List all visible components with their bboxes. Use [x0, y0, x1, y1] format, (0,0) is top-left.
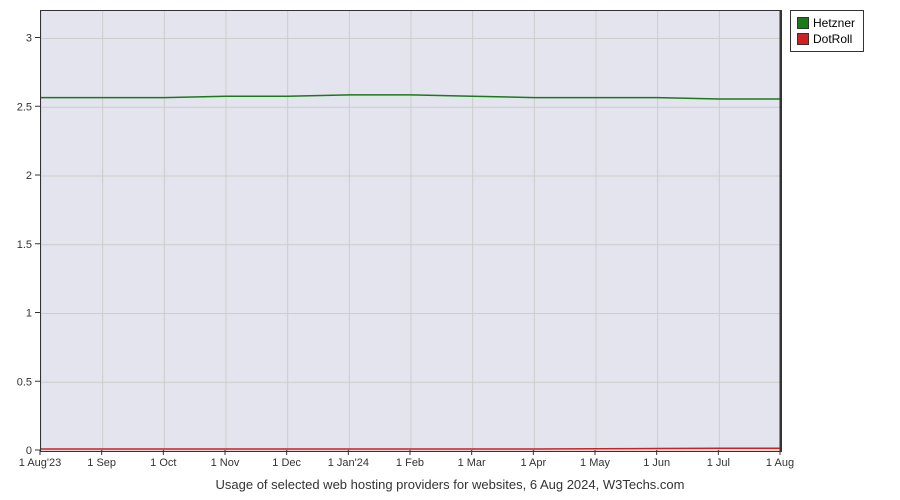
svg-text:2.5: 2.5: [17, 101, 32, 113]
svg-text:1.5: 1.5: [17, 239, 32, 251]
chart-caption: Usage of selected web hosting providers …: [0, 477, 900, 492]
svg-text:1 Feb: 1 Feb: [396, 457, 424, 469]
y-ticks: 0 0.5 1 1.5 2 2.5 3: [17, 33, 40, 458]
legend: Hetzner DotRoll: [790, 10, 864, 52]
svg-text:1 Apr: 1 Apr: [520, 457, 546, 469]
svg-text:2: 2: [26, 170, 32, 182]
legend-label-dotroll: DotRoll: [813, 31, 852, 47]
svg-text:1: 1: [26, 308, 32, 320]
svg-text:1 Mar: 1 Mar: [458, 457, 486, 469]
legend-swatch-dotroll: [797, 33, 809, 45]
legend-item-hetzner: Hetzner: [797, 15, 855, 31]
svg-text:1 Aug: 1 Aug: [766, 457, 794, 469]
x-ticks: 1 Aug'23 1 Sep 1 Oct 1 Nov 1 Dec 1 Jan'24 1 Fe…: [19, 450, 794, 469]
svg-text:0: 0: [26, 445, 32, 457]
svg-text:3: 3: [26, 33, 32, 45]
legend-item-dotroll: DotRoll: [797, 31, 855, 47]
legend-swatch-hetzner: [797, 17, 809, 29]
chart-container: 00.511.522.53 1 Aug'231 Sep1 Oct1 Nov1 D…: [40, 10, 780, 450]
legend-label-hetzner: Hetzner: [813, 15, 855, 31]
svg-text:1 Dec: 1 Dec: [272, 457, 301, 469]
svg-text:0.5: 0.5: [17, 376, 32, 388]
svg-text:1 Nov: 1 Nov: [211, 457, 240, 469]
svg-text:1 Jul: 1 Jul: [707, 457, 730, 469]
svg-text:1 Sep: 1 Sep: [87, 457, 116, 469]
svg-text:1 Oct: 1 Oct: [150, 457, 176, 469]
svg-text:1 Aug'23: 1 Aug'23: [19, 457, 61, 469]
svg-text:1 Jan'24: 1 Jan'24: [328, 457, 369, 469]
plot-svg: [40, 10, 782, 452]
svg-text:1 Jun: 1 Jun: [643, 457, 670, 469]
svg-text:1 May: 1 May: [580, 457, 610, 469]
